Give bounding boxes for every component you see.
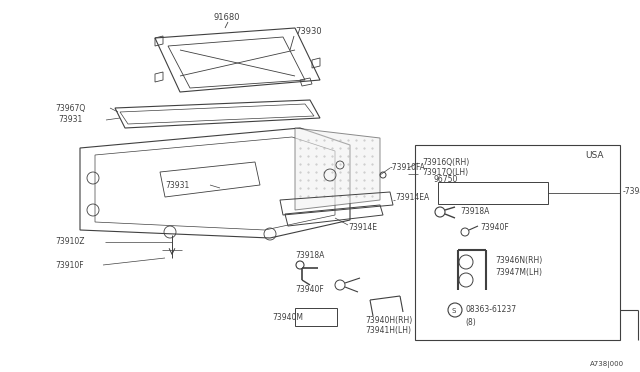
Text: S: S [452,308,456,314]
Polygon shape [295,128,380,210]
Text: 08363-61237: 08363-61237 [465,305,516,314]
Text: -73940M: -73940M [623,186,640,196]
Text: 73914EA: 73914EA [395,193,429,202]
Text: USA: USA [585,151,604,160]
Text: 96750: 96750 [433,176,458,185]
Text: -73910FA: -73910FA [390,164,426,173]
Text: 73940F: 73940F [295,285,324,295]
Text: 73940F: 73940F [480,224,509,232]
Bar [415,145,620,340]
Text: 73940H(RH): 73940H(RH) [365,315,412,324]
Text: 73918A: 73918A [460,208,490,217]
Text: 73946N(RH): 73946N(RH) [495,256,542,264]
Text: (8): (8) [465,318,476,327]
Bar [295,308,337,326]
Text: 73941H(LH): 73941H(LH) [365,326,411,334]
Text: 73916Q(RH): 73916Q(RH) [422,157,469,167]
Text: 73917Q(LH): 73917Q(LH) [422,169,468,177]
Text: 91680: 91680 [213,13,239,22]
Text: 73940M: 73940M [272,314,303,323]
Text: 73918A: 73918A [295,250,324,260]
Text: 73967Q: 73967Q [55,103,85,112]
Bar [438,182,548,204]
Text: A738|000: A738|000 [590,362,624,369]
Text: 73914E: 73914E [348,224,377,232]
Text: 73910Z: 73910Z [55,237,84,247]
Text: 73931: 73931 [165,180,189,189]
Text: 73930: 73930 [295,28,322,36]
Text: 73910F: 73910F [55,260,84,269]
Text: 73931: 73931 [58,115,83,125]
Text: 73947M(LH): 73947M(LH) [495,267,542,276]
